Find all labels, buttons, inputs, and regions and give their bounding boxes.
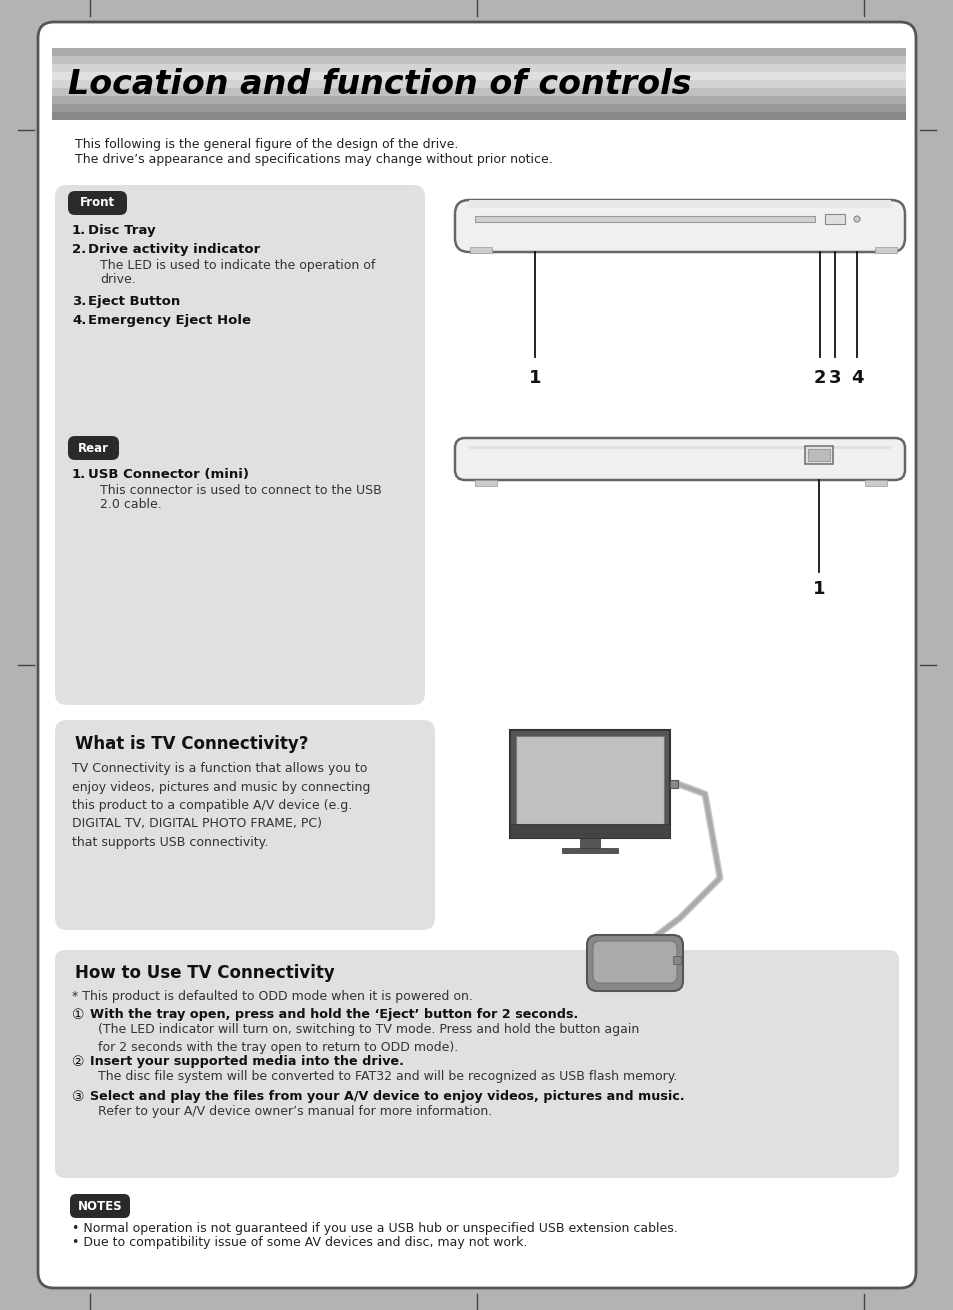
Text: Location and function of controls: Location and function of controls <box>68 68 691 101</box>
Bar <box>864 479 886 486</box>
Bar <box>470 248 492 253</box>
Text: (The LED indicator will turn on, switching to TV mode. Press and hold the button: (The LED indicator will turn on, switchi… <box>98 1023 639 1053</box>
Text: TV Connectivity is a function that allows you to
enjoy videos, pictures and musi: TV Connectivity is a function that allow… <box>71 762 370 849</box>
Text: How to Use TV Connectivity: How to Use TV Connectivity <box>75 964 335 982</box>
Text: This following is the general figure of the design of the drive.: This following is the general figure of … <box>75 138 457 151</box>
Text: The LED is used to indicate the operation of: The LED is used to indicate the operatio… <box>100 259 375 272</box>
Text: Disc Tray: Disc Tray <box>88 224 155 237</box>
Text: 4: 4 <box>850 369 862 386</box>
Bar <box>634 946 643 952</box>
Bar <box>469 200 890 208</box>
Text: ③: ③ <box>71 1090 85 1104</box>
Text: Rear: Rear <box>77 441 109 455</box>
Text: 2.0 cable.: 2.0 cable. <box>100 498 162 511</box>
Bar <box>807 449 829 461</box>
Text: What is TV Connectivity?: What is TV Connectivity? <box>75 735 308 753</box>
Bar <box>52 56 905 64</box>
FancyBboxPatch shape <box>455 438 904 479</box>
Text: • Normal operation is not guaranteed if you use a USB hub or unspecified USB ext: • Normal operation is not guaranteed if … <box>71 1222 677 1235</box>
Bar <box>52 64 905 72</box>
Bar <box>52 72 905 80</box>
Bar <box>804 445 832 464</box>
Circle shape <box>853 216 859 221</box>
Text: * This product is defaulted to ODD mode when it is powered on.: * This product is defaulted to ODD mode … <box>71 990 473 1003</box>
Bar <box>52 88 905 96</box>
Text: The drive’s appearance and specifications may change without prior notice.: The drive’s appearance and specification… <box>75 153 552 166</box>
Text: 2.: 2. <box>71 242 86 255</box>
FancyBboxPatch shape <box>593 941 677 982</box>
Text: Refer to your A/V device owner’s manual for more information.: Refer to your A/V device owner’s manual … <box>98 1106 492 1117</box>
Bar <box>672 956 680 964</box>
Bar <box>52 103 905 111</box>
Bar <box>52 111 905 121</box>
FancyBboxPatch shape <box>68 191 127 215</box>
Text: ②: ② <box>71 1055 85 1069</box>
Text: 3: 3 <box>828 369 841 386</box>
Bar <box>52 48 905 56</box>
Text: drive.: drive. <box>100 272 135 286</box>
Text: 1: 1 <box>812 580 824 597</box>
Text: The disc file system will be converted to FAT32 and will be recognized as USB fl: The disc file system will be converted t… <box>98 1070 677 1083</box>
Text: Select and play the files from your A/V device to enjoy videos, pictures and mus: Select and play the files from your A/V … <box>90 1090 684 1103</box>
Bar <box>52 80 905 88</box>
Text: With the tray open, press and hold the ‘Eject’ button for 2 seconds.: With the tray open, press and hold the ‘… <box>90 1007 578 1020</box>
Bar <box>510 824 669 838</box>
Text: NOTES: NOTES <box>77 1200 122 1213</box>
FancyBboxPatch shape <box>55 950 898 1178</box>
Bar <box>579 838 599 848</box>
FancyBboxPatch shape <box>55 721 435 930</box>
Text: Front: Front <box>79 196 114 210</box>
Bar <box>52 96 905 103</box>
Text: Eject Button: Eject Button <box>88 295 180 308</box>
FancyBboxPatch shape <box>70 1193 130 1218</box>
Bar <box>516 736 663 824</box>
FancyBboxPatch shape <box>68 436 119 460</box>
FancyBboxPatch shape <box>38 22 915 1288</box>
Text: This connector is used to connect to the USB: This connector is used to connect to the… <box>100 483 381 496</box>
Text: Insert your supported media into the drive.: Insert your supported media into the dri… <box>90 1055 403 1068</box>
Text: 1.: 1. <box>71 224 86 237</box>
FancyBboxPatch shape <box>455 200 904 252</box>
Text: 2: 2 <box>813 369 825 386</box>
FancyBboxPatch shape <box>586 935 682 990</box>
Text: ①: ① <box>71 1007 85 1022</box>
Bar <box>669 779 678 789</box>
Bar <box>475 216 814 221</box>
FancyBboxPatch shape <box>55 185 424 705</box>
Text: USB Connector (mini): USB Connector (mini) <box>88 468 249 481</box>
Bar <box>510 730 669 838</box>
Text: 1: 1 <box>528 369 540 386</box>
Text: • Due to compatibility issue of some AV devices and disc, may not work.: • Due to compatibility issue of some AV … <box>71 1237 527 1248</box>
Bar <box>469 445 890 449</box>
Bar <box>824 214 844 224</box>
Text: 3.: 3. <box>71 295 87 308</box>
Bar <box>874 248 896 253</box>
Bar <box>475 479 497 486</box>
Text: 4.: 4. <box>71 314 87 328</box>
Text: Emergency Eject Hole: Emergency Eject Hole <box>88 314 251 328</box>
Text: 1.: 1. <box>71 468 86 481</box>
Text: Drive activity indicator: Drive activity indicator <box>88 242 260 255</box>
Bar <box>561 848 618 853</box>
